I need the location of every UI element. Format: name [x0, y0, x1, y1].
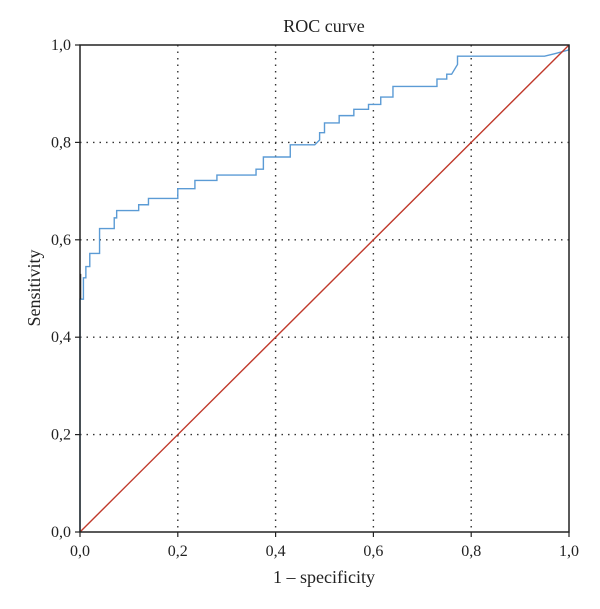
- series-group: [79, 44, 570, 533]
- chart-title: ROC curve: [283, 16, 364, 36]
- y-axis-label: Sensitivity: [24, 249, 44, 326]
- y-tick-label: 1,0: [51, 37, 71, 54]
- y-tick-label: 0,8: [51, 134, 71, 151]
- y-tick-label: 0,2: [51, 427, 71, 444]
- roc-curve-line: [79, 45, 570, 532]
- x-tick-label: 0,8: [461, 543, 481, 560]
- x-tick-labels: 0,0 0,2 0,4 0,6 0,8 1,0: [70, 532, 579, 560]
- plot-frame: [79, 44, 570, 533]
- x-tick-label: 0,6: [363, 543, 383, 560]
- x-axis-label: 1 – specificity: [273, 567, 375, 587]
- y-tick-label: 0,0: [51, 524, 71, 541]
- y-tick-label: 0,4: [51, 329, 71, 346]
- y-tick-label: 0,6: [51, 232, 71, 249]
- x-tick-label: 0,0: [70, 543, 90, 560]
- reference-diagonal-line: [79, 44, 570, 533]
- x-tick-label: 0,4: [266, 543, 286, 560]
- x-tick-label: 1,0: [559, 543, 579, 560]
- y-tick-labels: 0,0 0,2 0,4 0,6 0,8 1,0: [51, 37, 80, 541]
- x-tick-label: 0,2: [168, 543, 188, 560]
